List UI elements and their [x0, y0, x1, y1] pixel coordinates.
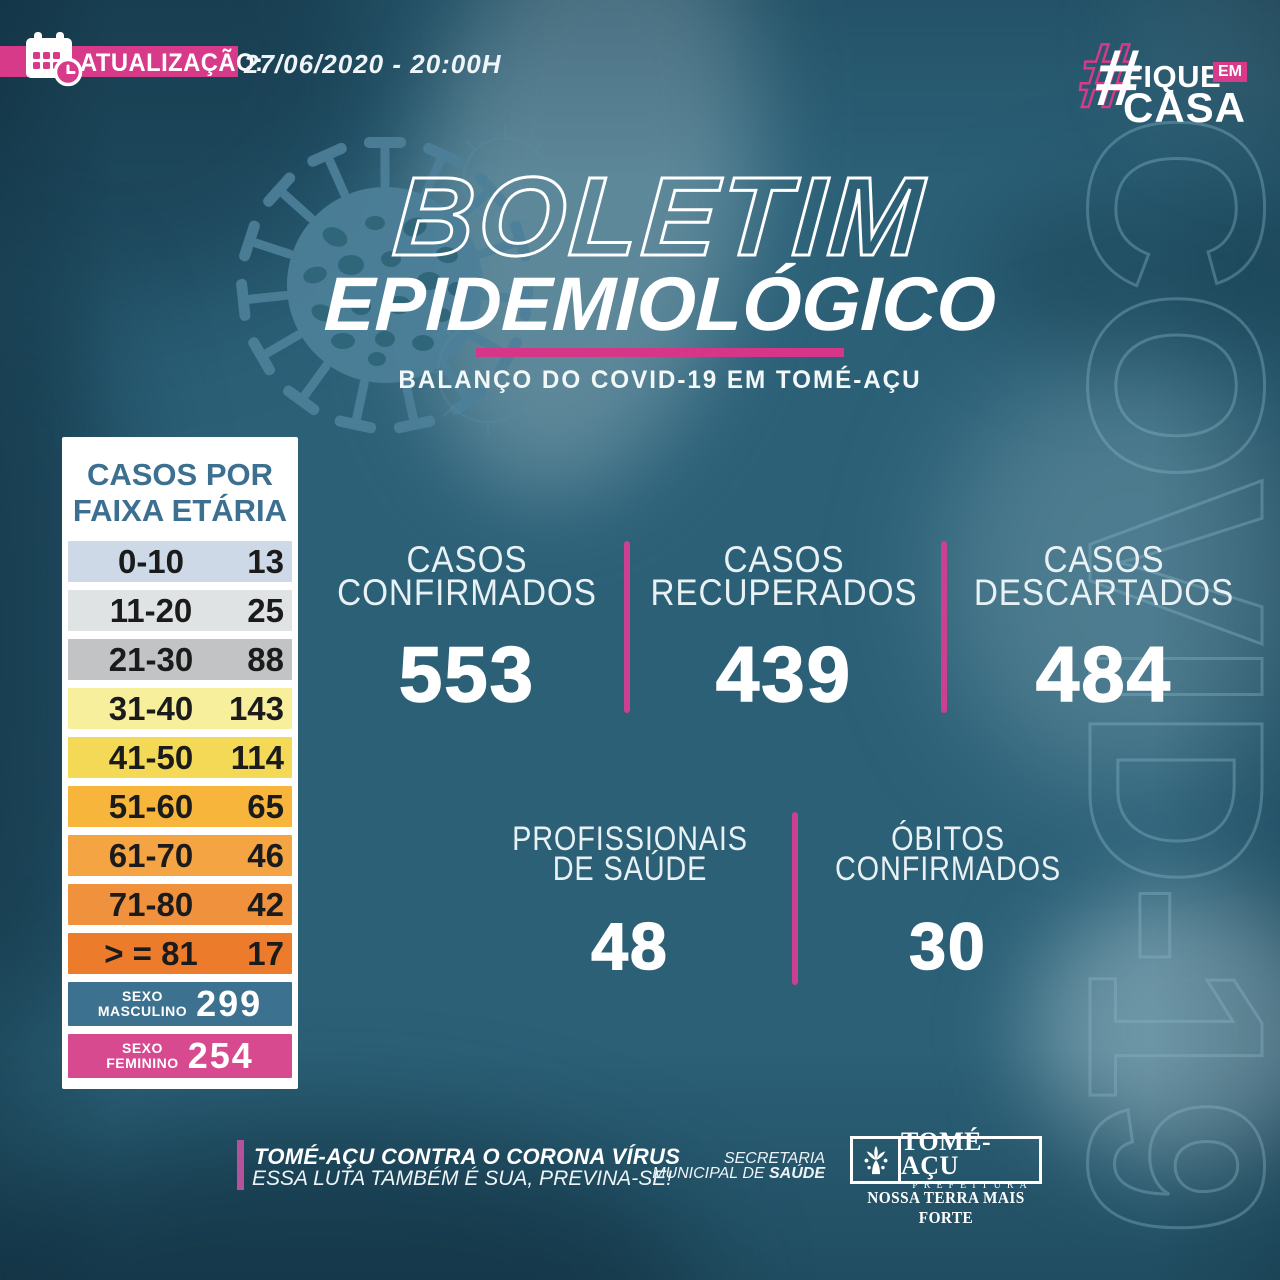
secretariat-credit: SECRETARIA MUNICIPAL DE SAÚDE — [652, 1150, 825, 1182]
stat-label: PROFISSIONAIS DE SAÚDE — [512, 820, 748, 888]
age-row: 31-40 143 — [68, 688, 292, 729]
age-row: 61-70 46 — [68, 835, 292, 876]
title-epidemiologico: EPIDEMIOLÓGICO — [322, 262, 998, 348]
logo-city-name: TOMÉ-AÇU — [901, 1127, 992, 1180]
prefeitura-logo: TOMÉ-AÇU PREFEITURA — [850, 1129, 1042, 1192]
stat-value: 439 — [715, 629, 853, 719]
age-count-value: 65 — [247, 787, 284, 825]
age-row: 0-10 13 — [68, 541, 292, 582]
stat-divider — [624, 541, 630, 713]
stat-casos-confirmados: CASOS CONFIRMADOS 553 — [317, 539, 617, 720]
update-datetime: 27/06/2020 - 20:00H — [244, 49, 502, 79]
logo-department: PREFEITURA — [912, 1180, 1033, 1191]
age-row: 11-20 25 — [68, 590, 292, 631]
age-range-label: 0-10 — [117, 542, 185, 580]
casa-text: CASA — [1123, 84, 1247, 131]
update-label: ATUALIZAÇÃO: — [80, 49, 264, 77]
age-range-label: 41-50 — [108, 738, 194, 776]
age-count-value: 114 — [230, 738, 284, 776]
stat-value: 30 — [909, 908, 987, 984]
age-row: 71-80 42 — [68, 884, 292, 925]
title-accent-bar — [476, 348, 844, 358]
stat-divider — [941, 541, 947, 713]
age-breakdown-card: CASOS POR FAIXA ETÁRIA 0-10 13 11-20 25 21-3… — [62, 437, 298, 1089]
stat-casos-recuperados: CASOS RECUPERADOS 439 — [634, 539, 934, 720]
stat-label: CASOS CONFIRMADOS — [337, 539, 597, 613]
prefeitura-logo-text: TOMÉ-AÇU PREFEITURA — [901, 1129, 1039, 1192]
footer-slogan-line1: TOMÉ-AÇU CONTRA O CORONA VÍRUS — [254, 1144, 681, 1169]
stat-label: ÓBITOS CONFIRMADOS — [834, 820, 1062, 888]
age-range-label: 21-30 — [108, 640, 194, 678]
footer-accent-bar — [237, 1140, 244, 1190]
footer-slogan-line2: ESSA LUTA TAMBÉM É SUA, PREVINA-SE! — [252, 1167, 673, 1190]
sex-label: SEXO FEMININO — [106, 1040, 179, 1071]
stat-value: 553 — [398, 629, 536, 719]
sex-row: SEXO MASCULINO 299 — [68, 982, 292, 1026]
prefeitura-emblem-icon — [853, 1139, 901, 1181]
age-range-label: 31-40 — [108, 689, 194, 727]
age-count-value: 143 — [228, 689, 284, 727]
logo-tagline: NOSSA TERRA MAIS FORTE — [867, 1188, 1025, 1227]
age-range-label: 61-70 — [108, 836, 194, 874]
title-boletim: BOLETIM — [388, 153, 932, 281]
age-count-value: 13 — [247, 542, 284, 580]
age-count-value: 25 — [247, 591, 284, 629]
age-card-title-line1: CASOS POR — [86, 457, 274, 492]
stat-profissionais-saude: PROFISSIONAIS DE SAÚDE 48 — [480, 820, 780, 984]
age-range-label: > = 81 — [104, 934, 198, 972]
age-count-value: 46 — [247, 836, 284, 874]
sex-label: SEXO MASCULINO — [97, 988, 188, 1019]
age-row: 21-30 88 — [68, 639, 292, 680]
stat-value: 484 — [1035, 629, 1173, 719]
fique-text: FIQUE — [1124, 59, 1222, 94]
sex-count-value: 299 — [196, 983, 263, 1024]
age-rows-list: 0-10 13 11-20 25 21-30 88 31-40 143 41-50 114 51-6… — [68, 541, 292, 1078]
age-count-value: 17 — [247, 934, 284, 972]
age-count-value: 88 — [247, 640, 284, 678]
age-card-title: CASOS POR FAIXA ETÁRIA — [68, 457, 292, 529]
title-subtitle: BALANÇO DO COVID-19 EM TOMÉ-AÇU — [398, 366, 922, 395]
age-row: 51-60 65 — [68, 786, 292, 827]
age-range-label: 71-80 — [108, 885, 194, 923]
stat-label: CASOS RECUPERADOS — [650, 539, 918, 613]
calendar-clock-icon — [26, 32, 83, 87]
age-range-label: 11-20 — [109, 591, 193, 629]
age-count-value: 42 — [247, 885, 284, 923]
age-range-label: 51-60 — [108, 787, 194, 825]
stat-obitos-confirmados: ÓBITOS CONFIRMADOS 30 — [798, 820, 1098, 984]
stat-divider — [792, 812, 798, 985]
coronavirus-icon — [235, 125, 560, 435]
fique-em-casa-logo: # # FIQUE EM CASA — [1073, 24, 1270, 133]
stat-label: CASOS DESCARTADOS — [973, 539, 1235, 613]
stat-value: 48 — [591, 908, 669, 984]
sex-count-value: 254 — [187, 1035, 254, 1076]
age-card-title-line2: FAIXA ETÁRIA — [72, 493, 288, 528]
stat-casos-descartados: CASOS DESCARTADOS 484 — [954, 539, 1254, 720]
em-badge: EM — [1213, 62, 1247, 82]
age-row: > = 81 17 — [68, 933, 292, 974]
main-title: BOLETIM EPIDEMIOLÓGICO BALANÇO DO COVID-… — [260, 153, 1060, 395]
age-row: 41-50 114 — [68, 737, 292, 778]
sex-row: SEXO FEMININO 254 — [68, 1034, 292, 1078]
